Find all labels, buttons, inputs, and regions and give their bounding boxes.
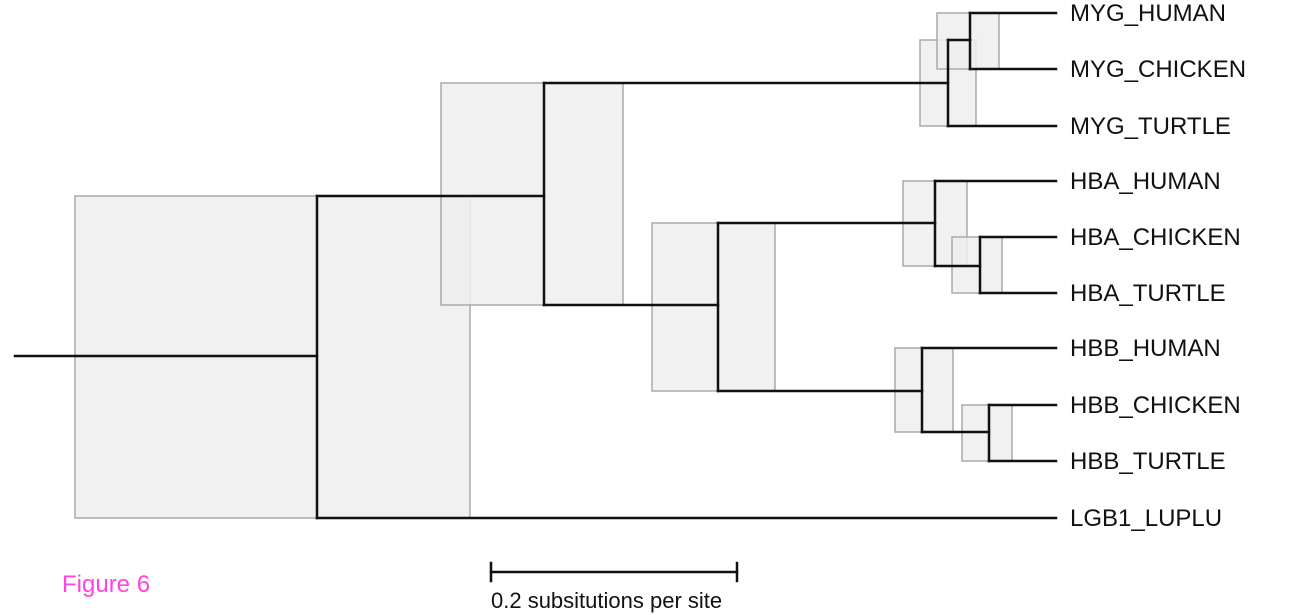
leaf-label-myg-turtle: MYG_TURTLE	[1070, 113, 1231, 140]
figure-caption: Figure 6	[62, 571, 150, 598]
leaf-label-hba-human: HBA_HUMAN	[1070, 168, 1221, 195]
leaf-label-hbb-turtle: HBB_TURTLE	[1070, 448, 1226, 475]
leaf-label-myg-human: MYG_HUMAN	[1070, 0, 1226, 27]
leaf-label-hbb-chicken: HBB_CHICKEN	[1070, 392, 1241, 419]
tree-branches	[13, 11, 1058, 520]
leaf-label-hba-chicken: HBA_CHICKEN	[1070, 224, 1241, 251]
leaf-label-hba-turtle: HBA_TURTLE	[1070, 280, 1226, 307]
leaf-labels: MYG_HUMAN MYG_CHICKEN MYG_TURTLE HBA_HUM…	[1070, 0, 1246, 532]
ci-box-globin-clade	[440, 82, 624, 306]
leaf-label-lgb1-luplu: LGB1_LUPLU	[1070, 505, 1222, 532]
scale-bar-label: 0.2 subsitutions per site	[491, 588, 722, 613]
scale-bar: 0.2 subsitutions per site	[489, 561, 739, 613]
leaf-label-hbb-human: HBB_HUMAN	[1070, 335, 1221, 362]
ci-box-hemoglobin-clade	[651, 222, 776, 392]
leaf-label-myg-chicken: MYG_CHICKEN	[1070, 56, 1246, 83]
